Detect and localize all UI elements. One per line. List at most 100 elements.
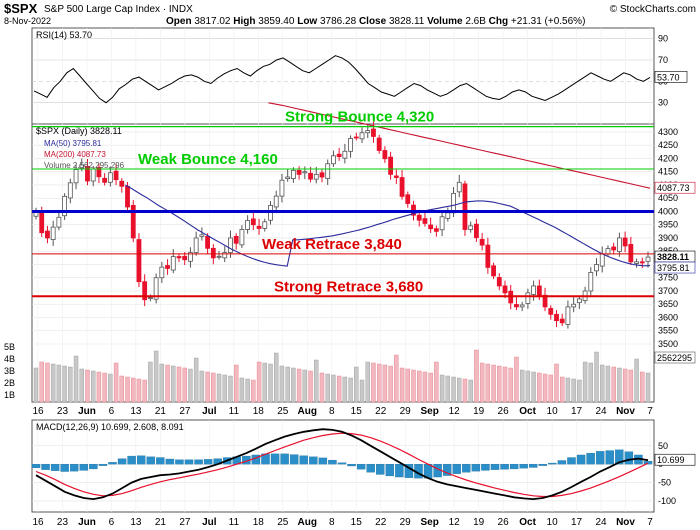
volume-bar <box>188 368 193 403</box>
volume-bar <box>479 362 485 403</box>
volume-bar <box>491 364 496 403</box>
candle-body <box>193 237 199 253</box>
volume-bar <box>199 370 205 403</box>
macd-histogram-bar <box>146 456 155 465</box>
candle-body <box>514 304 519 308</box>
candle-body <box>250 218 256 226</box>
volume-bar <box>399 367 405 403</box>
volume-bar <box>571 378 576 403</box>
volume-bar <box>314 359 319 403</box>
macd-histogram-bar <box>98 464 108 466</box>
x-tick-label: Jun <box>78 406 96 417</box>
candle-body <box>182 255 188 261</box>
volume-bar <box>434 361 439 403</box>
volume-bar <box>451 376 456 403</box>
macd-histogram-bar <box>328 459 337 465</box>
volume-bar <box>485 363 491 403</box>
macd-histogram-bar <box>471 464 481 472</box>
x-tick-label-bottom: 16 <box>32 517 44 528</box>
volume-bar <box>113 362 119 403</box>
candle-body <box>188 252 193 262</box>
ma200-tag-label: 4087.73 <box>657 183 690 193</box>
candle-body <box>142 281 148 301</box>
macd-histogram-bar <box>442 464 452 476</box>
macd-histogram-bar <box>31 464 41 468</box>
candle-body <box>147 297 153 300</box>
candle-body <box>393 175 399 178</box>
macd-histogram-bar <box>595 451 605 465</box>
price-tick-label: 3550 <box>658 326 678 336</box>
grid-layer <box>32 28 654 512</box>
candle-body <box>588 272 594 292</box>
x-tick-label: 27 <box>179 406 191 417</box>
macd-histogram-bar <box>538 464 548 466</box>
price-panel <box>31 123 655 403</box>
candle-body <box>536 285 542 298</box>
candle-body <box>319 172 325 178</box>
volume-bar <box>462 378 468 403</box>
candle-body <box>548 308 554 315</box>
volume-bar <box>222 374 227 403</box>
candle-body <box>474 223 479 239</box>
macd-histogram-bar <box>108 462 117 465</box>
volume-bar <box>33 367 39 403</box>
candle-body <box>559 318 565 324</box>
x-tick-label-bottom: 8 <box>329 517 335 528</box>
candle-body <box>594 264 599 272</box>
volume-bar <box>233 364 239 403</box>
volume-tick-label: 5B <box>4 342 15 352</box>
symbol-label: $SPX <box>4 1 38 16</box>
x-tick-label: 21 <box>155 406 167 417</box>
macd-histogram-bar <box>89 464 98 470</box>
candle-body <box>365 130 371 134</box>
candle-body <box>79 164 85 169</box>
candle-body <box>290 169 296 180</box>
macd-histogram-bar <box>337 462 347 465</box>
candle-body <box>485 244 491 268</box>
candle-body <box>262 221 268 229</box>
x-tick-label-bottom: 29 <box>400 517 412 528</box>
volume-bar <box>354 366 359 403</box>
price-tick-label: 4050 <box>658 193 678 203</box>
x-tick-label-bottom: 26 <box>498 517 510 528</box>
x-tick-label: 19 <box>473 406 485 417</box>
rsi-tick-label: 30 <box>658 98 668 108</box>
candle-body <box>359 132 365 140</box>
volume-bar <box>342 376 348 403</box>
price-tick-label: 3500 <box>658 339 678 349</box>
rsi-layer <box>33 55 651 104</box>
candle-body <box>73 169 79 184</box>
x-tick-label-bottom: 15 <box>351 517 363 528</box>
volume-bar <box>600 364 605 403</box>
volume-bar <box>39 361 44 403</box>
x-tick-label: Sep <box>421 406 439 417</box>
macd-histogram-bar <box>548 462 557 465</box>
candle-body <box>542 294 548 308</box>
macd-histogram-bar <box>79 464 89 471</box>
volume-bar <box>256 361 262 403</box>
volume-bar <box>182 367 187 403</box>
candle-body <box>96 167 102 178</box>
level-label: Weak Bounce 4,160 <box>138 151 278 168</box>
volume-bar <box>62 365 67 403</box>
candle-body <box>56 216 62 228</box>
volume-bar <box>90 370 96 403</box>
volume-bar <box>45 362 50 403</box>
candle-body <box>102 177 108 183</box>
volume-bar <box>371 362 376 403</box>
candle-body <box>399 177 405 197</box>
volume-bar <box>331 374 336 403</box>
price-tick-label: 3750 <box>658 273 678 283</box>
macd-histogram-bar <box>481 464 490 471</box>
macd-histogram-bar <box>500 464 509 470</box>
volume-bar <box>565 377 571 403</box>
candle-body <box>256 225 262 229</box>
x-tick-label: Aug <box>298 406 317 417</box>
volume-bar <box>359 379 365 403</box>
volume-bar <box>519 369 525 403</box>
x-tick-label-bottom: 10 <box>547 517 559 528</box>
macd-histogram-bar <box>175 459 184 465</box>
price-legend-3: Volume 2,562,295,296 <box>44 161 125 170</box>
candle-body <box>554 313 559 322</box>
